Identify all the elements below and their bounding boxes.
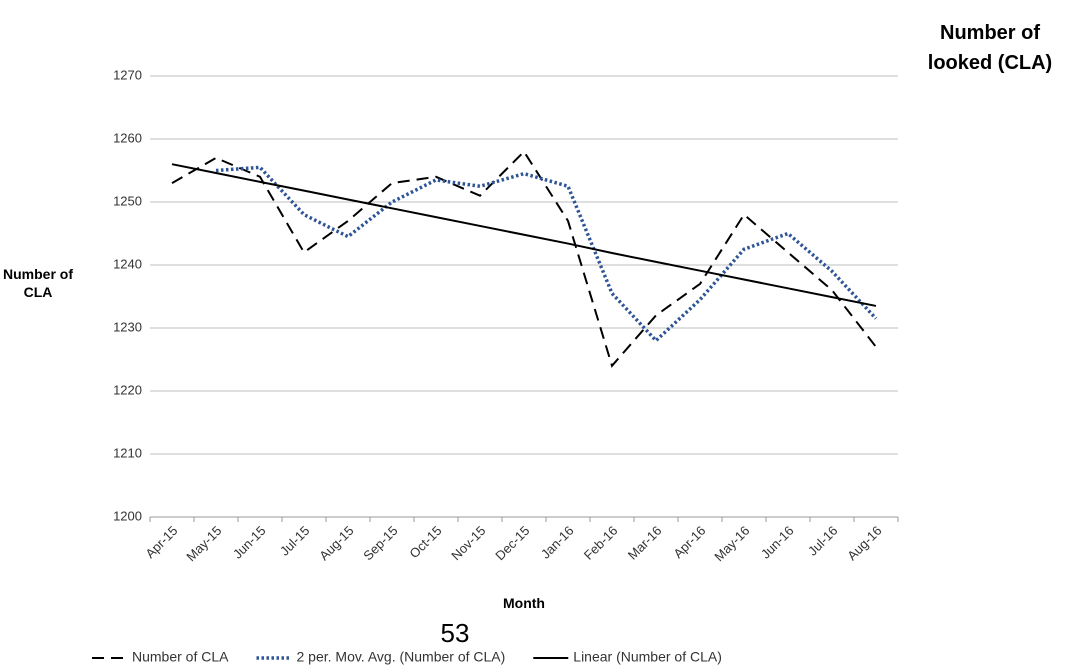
series-line: [171, 150, 877, 368]
x-axis-title: Month: [503, 595, 545, 611]
x-tick-label: Nov-15: [448, 523, 488, 563]
x-tick-label: Jan-16: [538, 523, 577, 562]
y-tick-label: 1270: [113, 67, 142, 82]
x-tick-label: May-15: [183, 523, 224, 564]
x-tick-label: Dec-15: [492, 523, 532, 563]
x-tick-label: Feb-16: [581, 523, 621, 563]
series-line: [171, 163, 877, 307]
legend-label: Linear (Number of CLA): [573, 649, 722, 665]
x-tick-label: Jun-16: [758, 523, 797, 562]
y-tick-label: 1260: [113, 130, 142, 145]
x-tick-label: Apr-15: [142, 523, 180, 561]
x-tick-label: Sep-15: [360, 523, 400, 563]
y-axis-title: Number of CLA: [3, 266, 73, 300]
x-tick-label: Mar-16: [625, 523, 665, 563]
x-tick-label: Jul-16: [805, 523, 841, 559]
y-tick-label: 1250: [113, 193, 142, 208]
legend-label: Number of CLA: [132, 649, 229, 665]
page-number: 53: [440, 618, 470, 648]
x-tick-label: Aug-15: [316, 523, 356, 563]
x-tick-label: Apr-16: [670, 523, 708, 561]
x-tick-label: Jul-15: [277, 523, 313, 559]
y-tick-label: 1220: [113, 382, 142, 397]
y-tick-label: 1200: [113, 508, 142, 523]
x-tick-label: May-16: [711, 523, 752, 564]
series-line: [215, 165, 878, 344]
y-tick-label: 1230: [113, 319, 142, 334]
y-tick-label: 1240: [113, 256, 142, 271]
legend-label: 2 per. Mov. Avg. (Number of CLA): [296, 649, 505, 665]
y-tick-label: 1210: [113, 445, 142, 460]
x-tick-label: Oct-15: [406, 523, 444, 561]
side-title: Number of looked (CLA): [927, 22, 1053, 74]
x-tick-label: Jun-15: [230, 523, 269, 562]
x-tick-label: Aug-16: [844, 523, 884, 563]
